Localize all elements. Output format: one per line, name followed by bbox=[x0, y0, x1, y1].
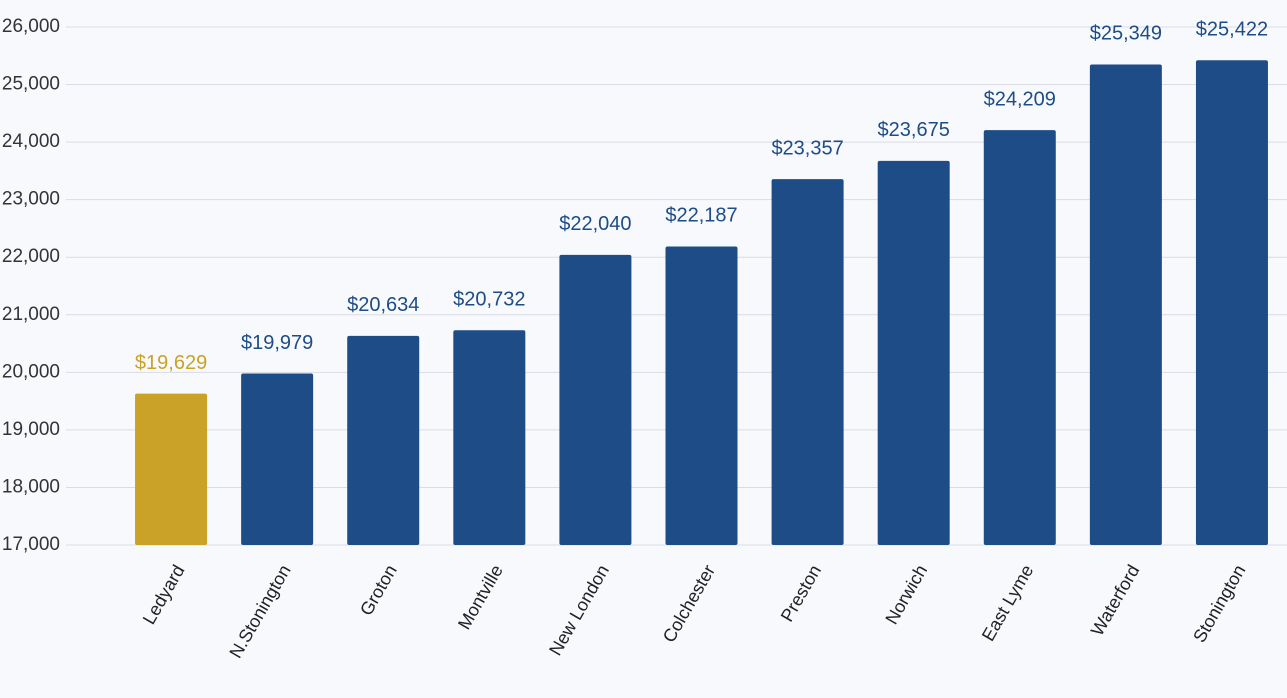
value-label: $19,979 bbox=[241, 332, 313, 354]
y-tick-label: 26,000 bbox=[2, 16, 60, 37]
value-label: $23,675 bbox=[878, 119, 950, 141]
y-tick-label: 17,000 bbox=[2, 534, 60, 555]
bar bbox=[559, 254, 632, 546]
y-tick-label: 23,000 bbox=[2, 189, 60, 210]
y-tick-label: 25,000 bbox=[2, 74, 60, 95]
bar bbox=[135, 393, 208, 545]
value-label: $23,357 bbox=[771, 137, 843, 159]
y-tick-label: 24,000 bbox=[2, 131, 60, 152]
bar bbox=[983, 130, 1056, 545]
value-label: $22,187 bbox=[665, 205, 737, 227]
bar bbox=[877, 160, 950, 546]
bar bbox=[1195, 60, 1268, 545]
bar bbox=[771, 179, 844, 546]
bar bbox=[241, 373, 314, 545]
value-label: $19,629 bbox=[135, 352, 207, 374]
value-label: $20,732 bbox=[453, 288, 525, 310]
value-label: $22,040 bbox=[559, 213, 631, 235]
value-label: $25,349 bbox=[1090, 23, 1162, 45]
bar bbox=[453, 330, 526, 545]
y-tick-label: 21,000 bbox=[2, 304, 60, 325]
bar bbox=[665, 246, 738, 545]
value-label: $20,634 bbox=[347, 294, 419, 316]
y-tick-label: 20,000 bbox=[2, 361, 60, 382]
y-tick-label: 18,000 bbox=[2, 476, 60, 497]
bar bbox=[347, 335, 420, 545]
value-label: $25,422 bbox=[1196, 19, 1268, 41]
value-label: $24,209 bbox=[984, 88, 1056, 110]
y-tick-label: 19,000 bbox=[2, 419, 60, 440]
y-tick-label: 22,000 bbox=[2, 246, 60, 267]
bar bbox=[1089, 64, 1162, 546]
